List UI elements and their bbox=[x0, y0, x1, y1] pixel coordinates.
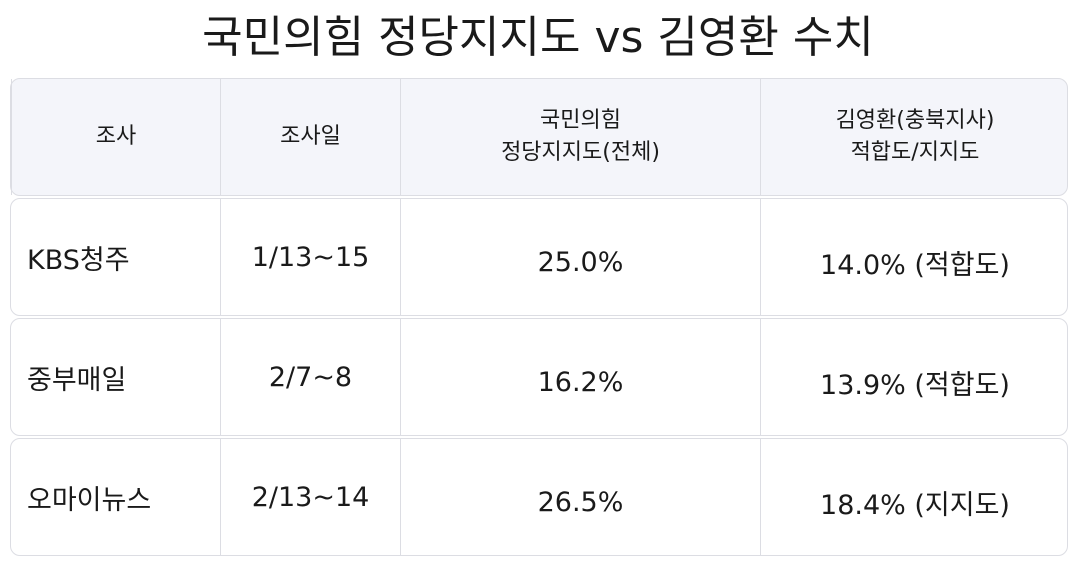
header-cell: 김영환(충북지사) 적합도/지지도 bbox=[760, 79, 1069, 195]
table-cell: KBS청주 bbox=[11, 199, 220, 315]
table-row: 중부매일 2/7~8 16.2% 13.9% (적합도) bbox=[10, 318, 1068, 436]
cell-text: 13.9% (적합도) bbox=[820, 369, 1010, 401]
cell-text: 16.2% bbox=[537, 366, 624, 398]
header-cell: 조사일 bbox=[220, 79, 400, 195]
cell-text: 14.0% (적합도) bbox=[820, 249, 1010, 281]
cell-text: 26.5% bbox=[537, 486, 624, 518]
table-cell: 16.2% bbox=[400, 319, 760, 435]
header-text: 정당지지도(전체) bbox=[501, 140, 660, 165]
table-cell: 1/13~15 bbox=[220, 199, 400, 315]
table-cell: 26.5% bbox=[400, 439, 760, 555]
cell-text: 오마이뉴스 bbox=[27, 484, 152, 516]
cell-text: 25.0% bbox=[537, 246, 624, 278]
table-cell: 2/13~14 bbox=[220, 439, 400, 555]
header-cell: 조사 bbox=[11, 79, 220, 195]
table-row: 오마이뉴스 2/13~14 26.5% 18.4% (지지도) bbox=[10, 438, 1068, 556]
cell-text: KBS청주 bbox=[27, 244, 130, 276]
table-cell: 14.0% (적합도) bbox=[760, 199, 1069, 315]
table-cell: 2/7~8 bbox=[220, 319, 400, 435]
cell-text: 18.4% (지지도) bbox=[820, 489, 1010, 521]
cell-text: 1/13~15 bbox=[251, 241, 370, 273]
header-text: 국민의힘 bbox=[540, 108, 621, 133]
cell-text: 2/13~14 bbox=[251, 481, 370, 513]
header-text: 김영환(충북지사) bbox=[835, 108, 995, 133]
header-text: 조사일 bbox=[280, 124, 341, 149]
table-cell: 중부매일 bbox=[11, 319, 220, 435]
title: 국민의힘 정당지지도 vs 김영환 수치 bbox=[202, 12, 874, 63]
table-cell: 오마이뉴스 bbox=[11, 439, 220, 555]
cell-text: 2/7~8 bbox=[268, 361, 353, 393]
table-cell: 25.0% bbox=[400, 199, 760, 315]
header-text: 조사 bbox=[95, 124, 137, 149]
cell-text: 중부매일 bbox=[27, 364, 127, 396]
header-text: 적합도/지지도 bbox=[850, 140, 980, 165]
table-cell: 13.9% (적합도) bbox=[760, 319, 1069, 435]
table-row: KBS청주 1/13~15 25.0% 14.0% (적합도) bbox=[10, 198, 1068, 316]
table-cell: 18.4% (지지도) bbox=[760, 439, 1069, 555]
